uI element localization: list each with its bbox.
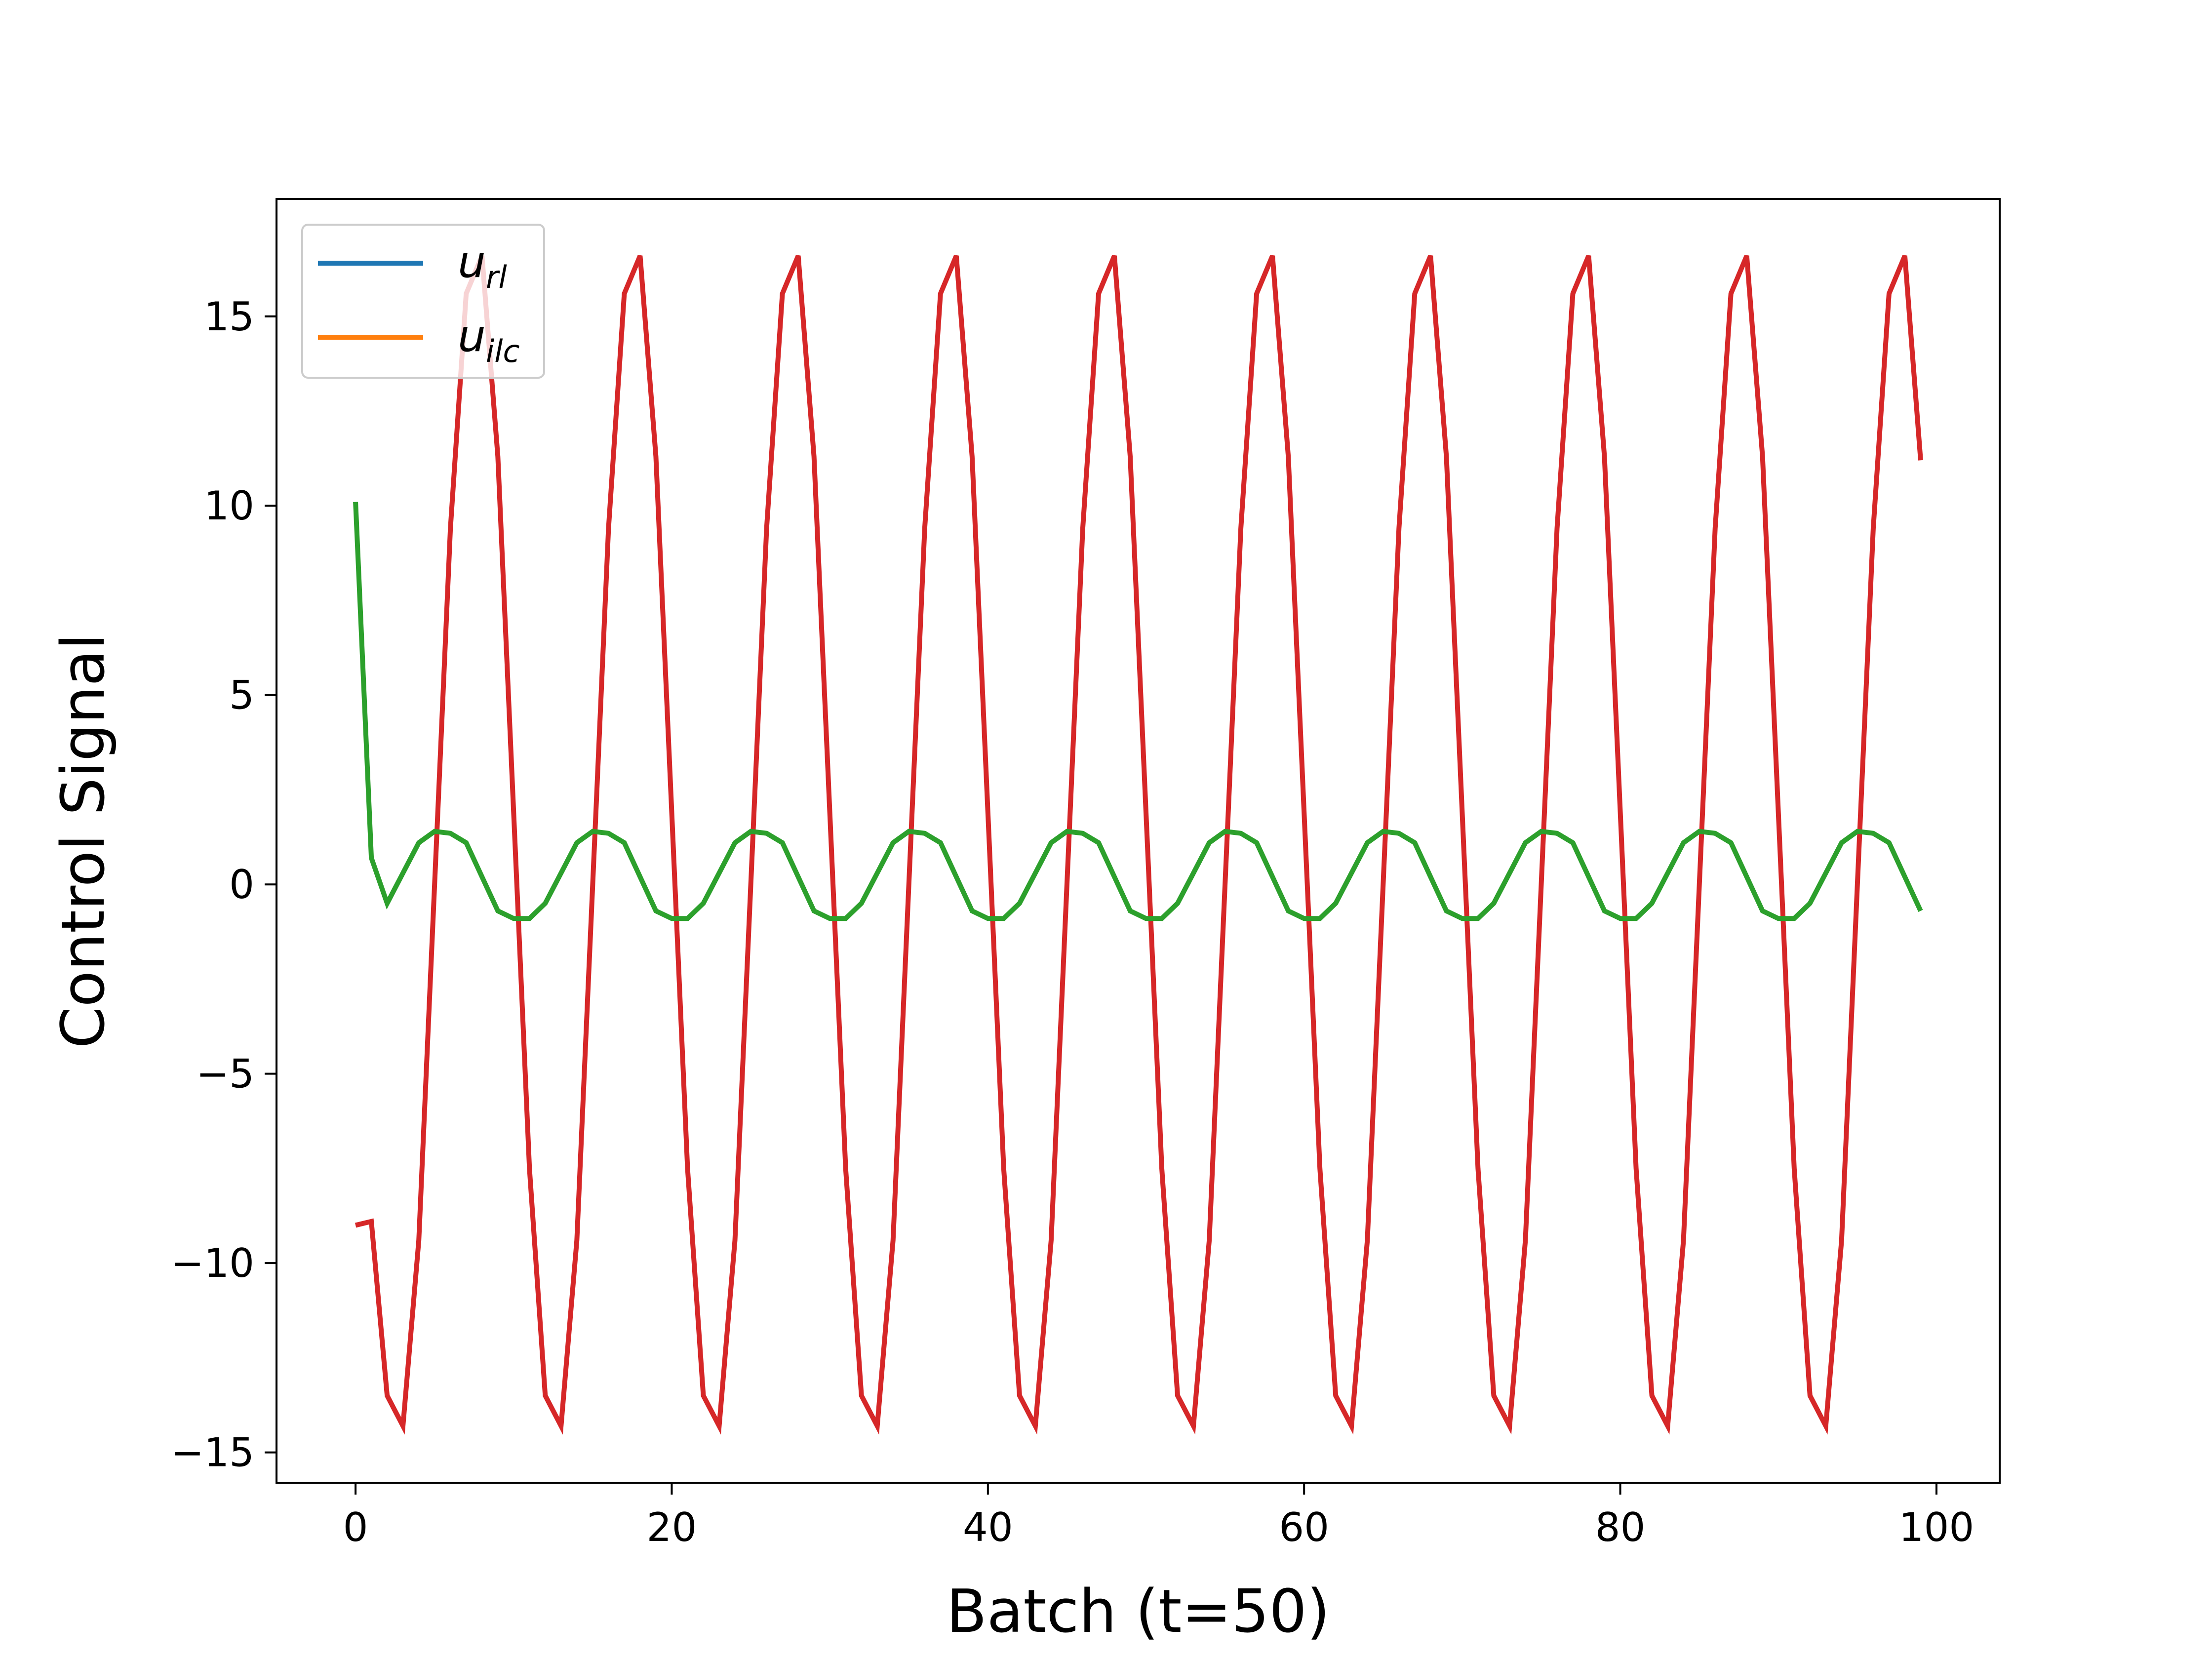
x-tick-label: 100 [1899, 1504, 1975, 1550]
series-layer [353, 255, 1923, 1435]
y-tick-label: 15 [204, 294, 254, 340]
x-axis-label: Batch (t=50) [946, 1578, 1330, 1646]
legend: url uilc [301, 224, 545, 379]
y-tick-label: −10 [171, 1240, 254, 1286]
x-tick-label: 80 [1595, 1504, 1646, 1550]
legend-label-rl: url [458, 236, 507, 295]
x-tick-label: 60 [1279, 1504, 1329, 1550]
y-axis-label: Control Signal [49, 633, 118, 1049]
legend-label-ilc: uilc [458, 310, 520, 369]
y-tick-label: 0 [229, 862, 254, 908]
y-tick-label: 10 [204, 483, 254, 529]
y-tick-label: 5 [229, 672, 254, 718]
x-tick-label: 0 [343, 1504, 368, 1550]
series-line-2 [353, 502, 1923, 921]
ticks-layer: 0 20 40 60 80 100 −15 −10 −5 0 5 10 15 [171, 294, 1974, 1550]
x-tick-label: 20 [647, 1504, 697, 1550]
y-tick-label: −15 [171, 1430, 254, 1476]
series-line-1 [355, 255, 1923, 1435]
plot-frame [276, 198, 2001, 1484]
x-tick-label: 40 [963, 1504, 1013, 1550]
y-tick-label: −5 [196, 1051, 254, 1097]
